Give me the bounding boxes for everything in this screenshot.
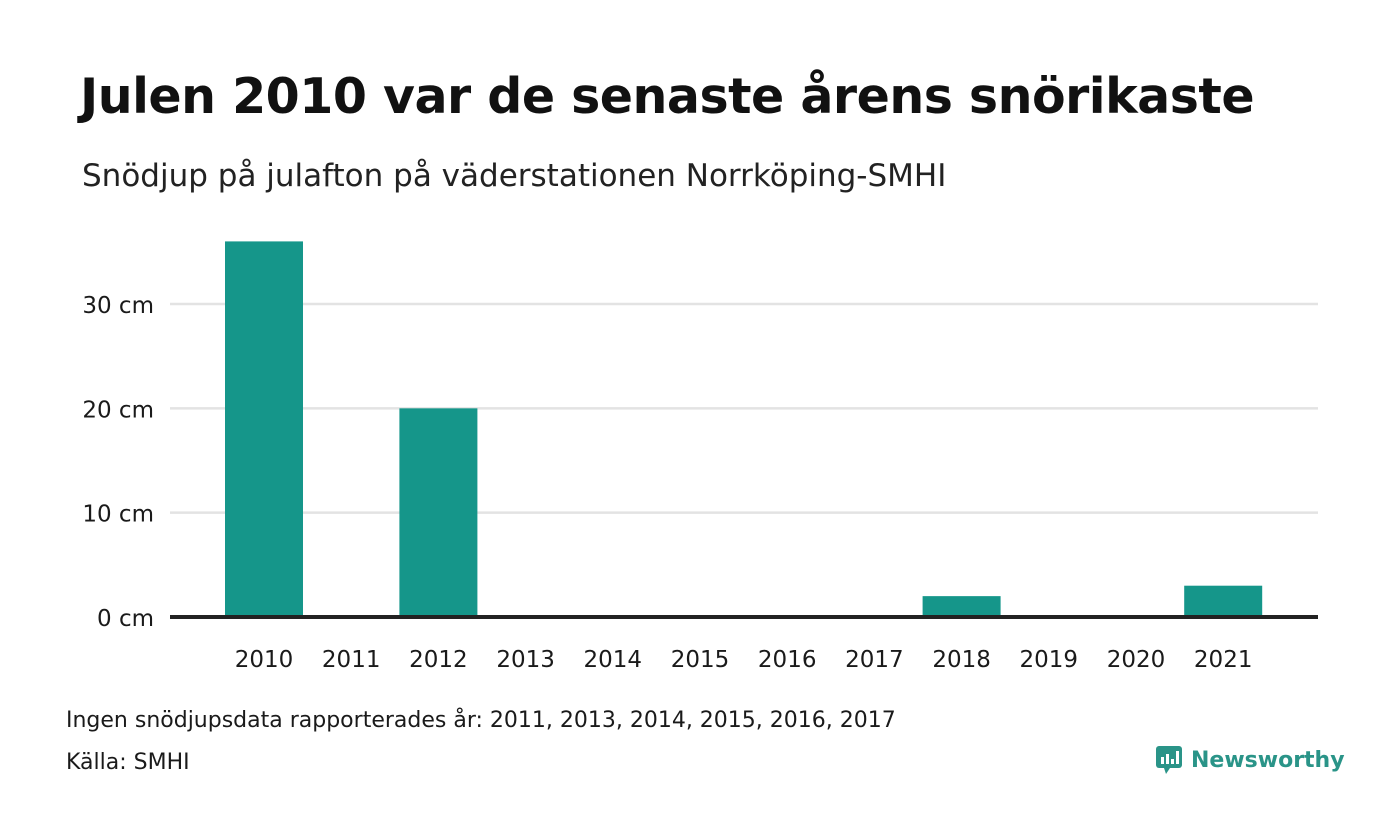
x-tick-label: 2020 bbox=[1107, 647, 1166, 673]
chart-title: Julen 2010 var de senaste årens snörikas… bbox=[80, 68, 1255, 125]
x-tick-label: 2019 bbox=[1020, 647, 1079, 673]
x-tick-label: 2011 bbox=[322, 647, 381, 673]
y-axis-labels: 0 cm 10 cm 20 cm 30 cm bbox=[82, 293, 154, 632]
source-note: Källa: SMHI bbox=[66, 750, 190, 775]
x-tick-label: 2021 bbox=[1194, 647, 1253, 673]
bar-2010 bbox=[225, 241, 303, 617]
x-tick-label: 2010 bbox=[235, 647, 294, 673]
x-tick-label: 2016 bbox=[758, 647, 817, 673]
x-tick-label: 2012 bbox=[409, 647, 468, 673]
x-axis-labels: 2010 2011 2012 2013 2014 2015 2016 2017 2018 2019… bbox=[235, 647, 1253, 673]
bars bbox=[225, 241, 1263, 617]
y-tick-label: 20 cm bbox=[82, 397, 154, 423]
brand-name: Newsworthy bbox=[1191, 747, 1345, 773]
bar-chart: 0 cm 10 cm 20 cm 30 cm 2010 2011 2012 2013 2014… bbox=[82, 241, 1318, 673]
bar-2012 bbox=[399, 408, 478, 617]
chart-subtitle: Snödjup på julafton på väderstationen No… bbox=[82, 158, 947, 194]
newsworthy-logo: Newsworthy bbox=[1155, 745, 1345, 775]
x-tick-label: 2015 bbox=[671, 647, 730, 673]
newsworthy-logo-icon bbox=[1156, 746, 1182, 774]
x-tick-label: 2014 bbox=[584, 647, 643, 673]
x-tick-label: 2013 bbox=[496, 647, 555, 673]
grid-lines bbox=[170, 302, 1318, 514]
y-tick-label: 10 cm bbox=[82, 502, 154, 528]
x-tick-label: 2018 bbox=[932, 647, 991, 673]
bar-2018 bbox=[922, 596, 1001, 617]
missing-data-note: Ingen snödjupsdata rapporterades år: 201… bbox=[66, 708, 896, 733]
y-tick-label: 30 cm bbox=[82, 293, 154, 319]
x-tick-label: 2017 bbox=[845, 647, 904, 673]
y-tick-label: 0 cm bbox=[97, 606, 154, 632]
bar-2021 bbox=[1184, 585, 1263, 617]
